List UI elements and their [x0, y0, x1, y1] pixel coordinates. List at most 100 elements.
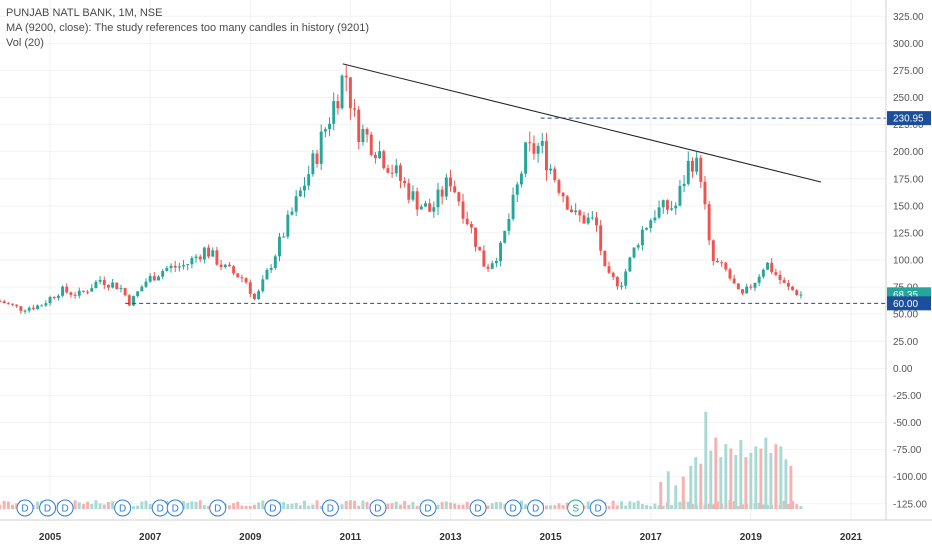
candle-body — [640, 229, 644, 246]
candle-body — [444, 177, 448, 197]
candle-body — [532, 143, 536, 154]
candle-body — [169, 265, 173, 269]
event-marker — [527, 499, 545, 517]
event-marker — [16, 499, 34, 517]
event-marker-label: D — [532, 504, 539, 515]
candle-body — [557, 180, 561, 193]
candle-body — [223, 264, 227, 268]
volume-study-label[interactable]: Vol (20) — [6, 37, 44, 49]
ma-study-label[interactable]: MA (9200, close): The study references t… — [6, 22, 369, 34]
candle-body — [590, 217, 594, 219]
y-tick-label: 275.00 — [893, 66, 924, 77]
event-marker-label: D — [424, 504, 431, 515]
volume-bar — [674, 485, 678, 510]
candle-body — [332, 101, 336, 124]
volume-bar — [357, 505, 361, 510]
volume-bar — [2, 500, 6, 510]
time-axis[interactable]: 2005 2007 2009 2011 2013 2015 2017 2019 2021 — [39, 532, 863, 543]
trendline[interactable] — [342, 63, 822, 183]
candle-body — [761, 269, 765, 277]
candle-body — [490, 263, 494, 269]
candle-body — [294, 196, 298, 212]
candle-body — [770, 262, 774, 273]
candle-body — [661, 200, 665, 208]
volume-bar — [102, 504, 106, 510]
y-tick-label: 50.00 — [893, 310, 918, 321]
volume-bar — [73, 500, 77, 510]
candle-body — [465, 218, 469, 225]
candle-body — [424, 203, 427, 207]
x-tick-label: 2009 — [239, 532, 262, 543]
candle-body — [102, 279, 106, 286]
candle-body — [236, 273, 240, 278]
candle-body — [753, 282, 757, 288]
volume-bar — [361, 500, 365, 510]
symbol-title[interactable]: PUNJAB NATL BANK, 1M, NSE — [6, 7, 163, 19]
candle-body — [198, 256, 202, 260]
candle-body — [503, 230, 507, 243]
y-tick-label: 175.00 — [893, 174, 924, 185]
volume-bar — [681, 476, 685, 510]
event-marker-label: D — [214, 504, 221, 515]
candle-body — [628, 257, 632, 272]
volume-bar — [36, 501, 40, 510]
candle-body — [152, 276, 156, 281]
volume-bar — [549, 505, 553, 510]
candle-body — [19, 306, 23, 311]
candle-body — [432, 207, 436, 212]
candle-body — [323, 129, 327, 132]
candle-body — [378, 151, 382, 159]
candle-body — [211, 250, 215, 257]
volume-bar — [282, 501, 286, 510]
candle-body — [73, 294, 77, 296]
event-marker — [469, 499, 487, 517]
volume-bar — [716, 501, 719, 510]
candle-body — [515, 184, 519, 195]
volume-bar — [714, 437, 718, 510]
price-badge-label: 68.35 — [893, 290, 918, 301]
candle-body — [411, 191, 415, 200]
candle-body — [286, 214, 290, 237]
event-marker — [504, 499, 522, 517]
volume-bar — [294, 503, 298, 510]
event-marker-label: D — [509, 504, 516, 515]
volume-bar — [148, 504, 152, 510]
volume-bar — [611, 500, 615, 510]
candle-body — [511, 194, 515, 219]
candle-body — [123, 288, 127, 296]
candle-body — [544, 141, 548, 171]
candle-body — [31, 307, 35, 310]
candle-body — [732, 278, 736, 284]
volume-bar — [653, 503, 657, 510]
candle-body — [482, 250, 486, 267]
event-marker — [321, 499, 339, 517]
candle-body — [636, 245, 640, 248]
volume-bar — [232, 503, 236, 510]
x-tick-label: 2017 — [640, 532, 663, 543]
candle-body — [415, 191, 419, 210]
event-marker — [567, 499, 585, 517]
candle-body — [586, 217, 590, 224]
candle-body — [728, 269, 732, 279]
volume-bar — [106, 501, 110, 510]
volume-bar — [440, 502, 444, 510]
candle-body — [695, 157, 699, 172]
volume-bar — [6, 501, 10, 510]
volume-bar — [311, 504, 315, 510]
candle-body — [303, 185, 306, 191]
candle-body — [52, 297, 56, 299]
candle-body — [749, 286, 753, 288]
price-badge — [887, 111, 931, 126]
candle-body — [778, 274, 782, 281]
y-tick-label: 250.00 — [893, 93, 924, 104]
price-axis[interactable]: 325.00 300.00 275.00 250.00 225.00 200.00 175.… — [893, 12, 927, 511]
event-marker-label: D — [172, 504, 179, 515]
volume-bar — [761, 504, 765, 510]
volume-bar — [144, 500, 148, 510]
volume-bar — [98, 503, 102, 510]
y-tick-label: -50.00 — [893, 418, 922, 429]
candle-body — [353, 108, 357, 110]
x-tick-label: 2021 — [840, 532, 863, 543]
